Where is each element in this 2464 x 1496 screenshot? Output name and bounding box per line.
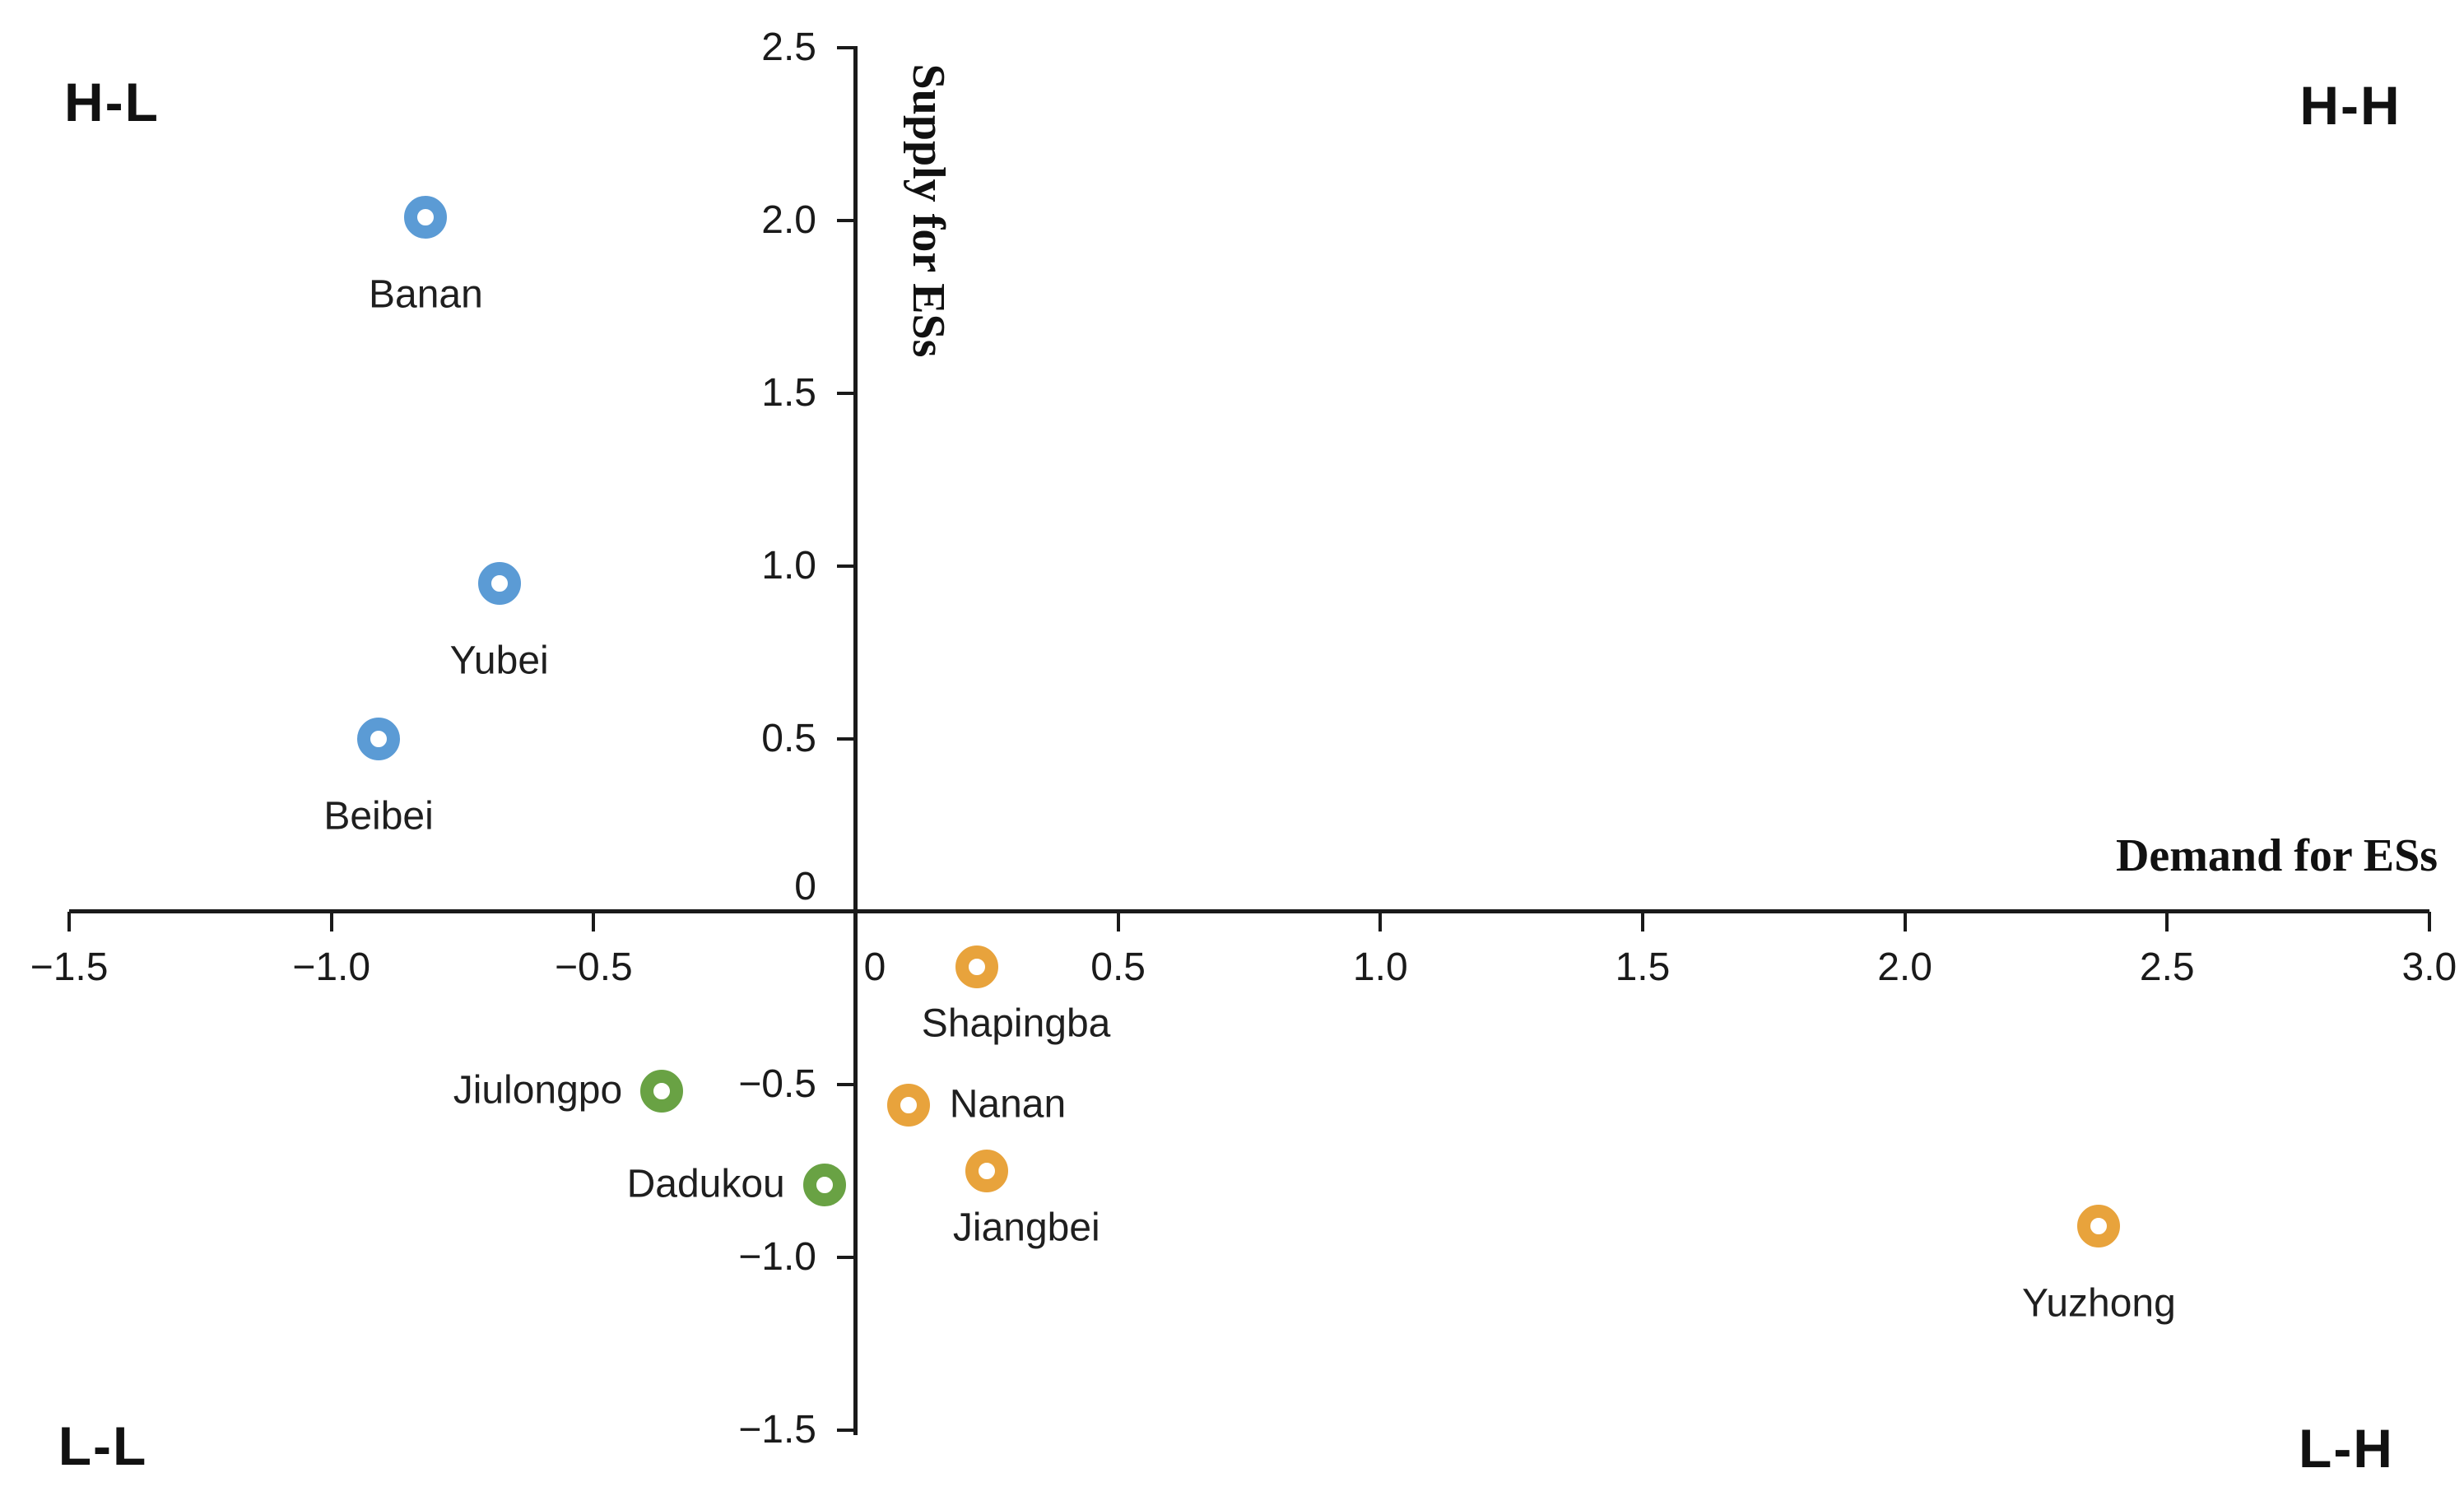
x-tick-mark <box>2165 912 2169 932</box>
data-point-marker-nanan <box>886 1084 930 1127</box>
data-point-label-beibei: Beibei <box>323 794 434 839</box>
y-tick-label: −0.5 <box>738 1062 816 1106</box>
y-tick-label: 0.5 <box>761 717 816 760</box>
y-tick-mark <box>837 1256 855 1259</box>
data-point-label-banan: Banan <box>369 272 483 317</box>
y-tick-label: 2.5 <box>761 26 816 69</box>
x-tick-label: 2.0 <box>1877 945 1932 989</box>
x-tick-label: −0.5 <box>554 945 633 989</box>
quadrant-label-top-left: H-L <box>64 72 160 132</box>
y-tick-mark <box>837 737 855 741</box>
data-point-marker-jiulongpo <box>640 1070 684 1113</box>
y-tick-label: 0 <box>794 865 816 908</box>
x-tick-mark <box>329 912 333 932</box>
quadrant-label-top-right: H-H <box>2299 75 2401 136</box>
x-tick-mark <box>67 912 72 932</box>
data-point-label-jiulongpo: Jiulongpo <box>453 1068 623 1113</box>
y-tick-mark <box>837 1083 855 1086</box>
y-tick-mark <box>837 219 855 222</box>
data-point-marker-yuzhong <box>2077 1205 2121 1248</box>
x-tick-mark <box>1116 912 1120 932</box>
x-axis-title: Demand for ESs <box>2115 830 2438 881</box>
x-tick-mark <box>2427 912 2431 932</box>
x-tick-mark <box>1640 912 1644 932</box>
data-point-marker-beibei <box>357 718 401 760</box>
data-point-label-nanan: Nanan <box>949 1082 1067 1127</box>
data-point-marker-yubei <box>477 562 521 605</box>
data-point-label-shapingba: Shapingba <box>921 1001 1111 1046</box>
x-tick-label: 1.0 <box>1352 945 1408 989</box>
quadrant-label-bottom-left: L-L <box>58 1415 148 1476</box>
x-tick-mark <box>592 912 596 932</box>
y-axis-line <box>853 46 858 1435</box>
x-tick-mark <box>1378 912 1383 932</box>
y-tick-mark <box>837 46 855 49</box>
data-point-marker-banan <box>404 195 448 239</box>
y-tick-mark <box>837 564 855 568</box>
y-axis-title: Supply for ESs <box>903 63 954 358</box>
y-tick-label: 1.5 <box>761 371 816 415</box>
x-axis-line <box>69 909 2429 913</box>
data-point-marker-dadukou <box>802 1163 846 1206</box>
data-point-marker-shapingba <box>955 945 998 989</box>
x-tick-label: 2.5 <box>2139 945 2195 989</box>
y-tick-label: 2.0 <box>761 198 816 242</box>
x-tick-label: −1.5 <box>30 945 109 989</box>
y-tick-label: −1.0 <box>738 1235 816 1279</box>
data-point-label-yuzhong: Yuzhong <box>2021 1281 2176 1326</box>
data-point-label-jiangbei: Jiangbei <box>952 1206 1100 1250</box>
x-tick-label: −1.0 <box>292 945 371 989</box>
x-tick-label: 0.5 <box>1090 945 1146 989</box>
x-tick-label: 0 <box>863 945 886 989</box>
x-tick-label: 1.5 <box>1615 945 1671 989</box>
data-point-marker-jiangbei <box>965 1150 1009 1192</box>
data-point-label-dadukou: Dadukou <box>626 1162 785 1206</box>
y-tick-mark <box>837 392 855 395</box>
y-tick-label: 1.0 <box>761 544 816 588</box>
y-tick-label: −1.5 <box>738 1408 816 1452</box>
quadrant-label-bottom-right: L-H <box>2299 1418 2394 1479</box>
x-tick-mark <box>1903 912 1907 932</box>
data-point-label-yubei: Yubei <box>449 639 549 683</box>
y-tick-mark <box>837 1429 855 1432</box>
x-tick-label: 3.0 <box>2401 945 2457 989</box>
